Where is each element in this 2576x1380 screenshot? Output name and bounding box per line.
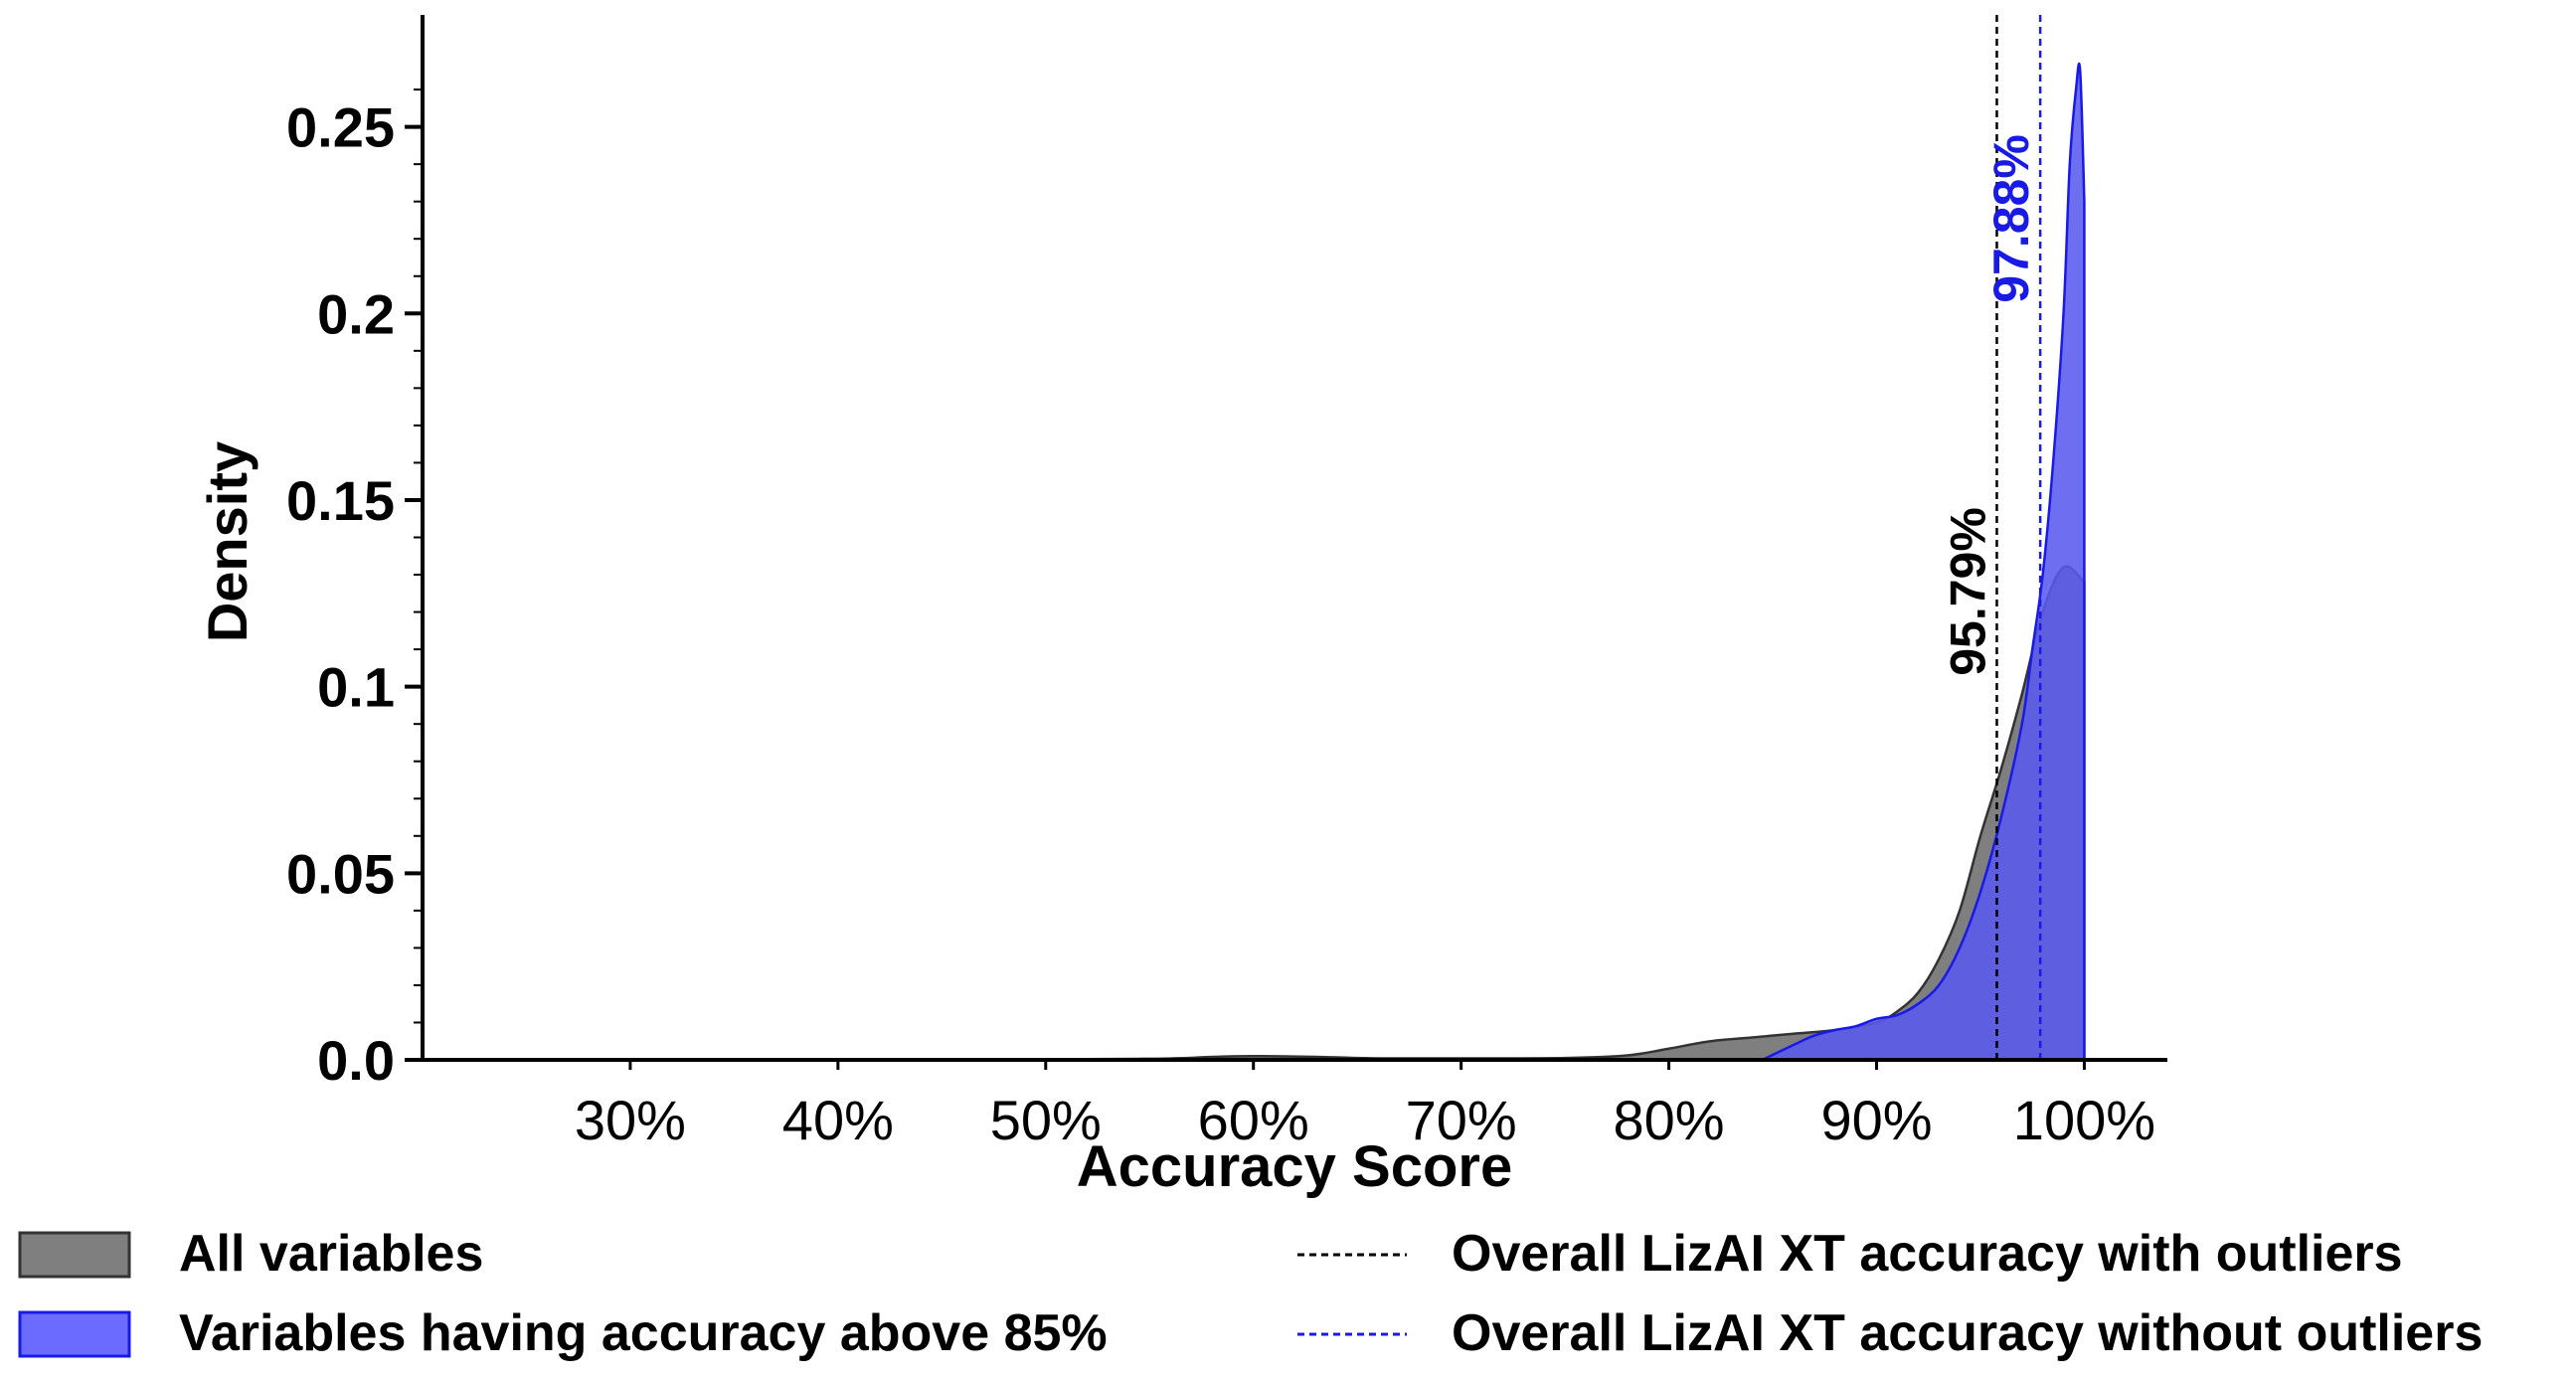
legend-without-outliers-label: Overall LizAI XT accuracy without outlie…	[1452, 1304, 2483, 1362]
legend: All variables Variables having accuracy a…	[18, 1225, 2483, 1362]
x-tick-label: 80%	[1614, 1089, 1725, 1151]
reference-label-without-outliers: 97.88%	[1983, 134, 2039, 303]
legend-with-outliers-label: Overall LizAI XT accuracy with outliers	[1452, 1225, 2403, 1283]
y-axis-title: Density	[196, 441, 258, 642]
y-tick-label: 0.05	[286, 842, 395, 905]
x-tick-label: 100%	[2013, 1089, 2155, 1151]
reference-label-with-outliers: 95.79%	[1940, 507, 1995, 676]
density-series-all-variables	[421, 565, 2086, 1062]
y-tick-label: 0.2	[317, 282, 395, 345]
x-tick-label: 50%	[990, 1089, 1102, 1151]
legend-above-85-swatch	[18, 1310, 131, 1358]
x-axis-title: Accuracy Score	[1077, 1134, 1512, 1199]
x-tick-label: 30%	[575, 1089, 686, 1151]
legend-all-variables-label: All variables	[179, 1225, 483, 1283]
axes: 0.0 0.05 0.1 0.15 0.2 0.25 30% 40% 50% 60% 70% 80% 9…	[196, 15, 2167, 1199]
density-series-above-85	[1761, 62, 2086, 1062]
y-tick-label: 0.0	[317, 1029, 395, 1092]
legend-all-variables-swatch	[18, 1231, 131, 1279]
x-tick-label: 70%	[1406, 1089, 1517, 1151]
x-tick-label: 60%	[1198, 1089, 1309, 1151]
y-tick-label: 0.15	[286, 469, 395, 532]
x-tick-label: 90%	[1820, 1089, 1932, 1151]
legend-above-85-label: Variables having accuracy above 85%	[179, 1304, 1108, 1362]
x-tick-label: 40%	[782, 1089, 894, 1151]
plot-area: 95.79% 97.88%	[421, 15, 2086, 1062]
y-tick-label: 0.25	[286, 96, 395, 159]
y-tick-label: 0.1	[317, 656, 395, 719]
